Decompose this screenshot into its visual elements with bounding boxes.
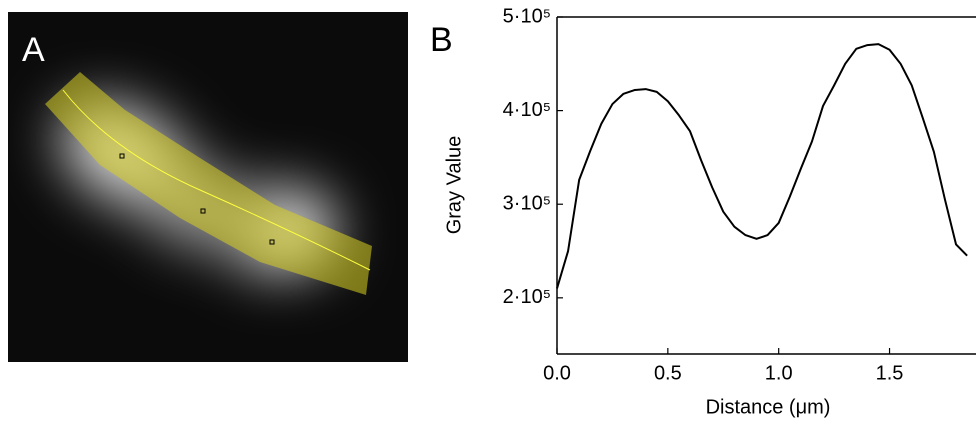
- x-tick-label: 0.5: [654, 362, 682, 384]
- x-tick-label: 0.0: [543, 362, 571, 384]
- microscope-image: [8, 12, 408, 362]
- data-line: [556, 43, 968, 289]
- panel-label: B: [430, 21, 453, 59]
- y-tick-label: 3·10⁵: [503, 193, 551, 215]
- x-axis-title: Distance (μm): [706, 396, 831, 418]
- y-tick-label: 5·10⁵: [503, 5, 551, 27]
- x-tick-label: 1.0: [765, 362, 793, 384]
- y-tick-label: 2·10⁵: [503, 286, 551, 308]
- y-axis-title: Gray Value: [443, 136, 465, 235]
- x-tick-label: 1.5: [876, 362, 904, 384]
- panel-label: A: [22, 31, 45, 69]
- y-tick-label: 4·10⁵: [503, 99, 551, 121]
